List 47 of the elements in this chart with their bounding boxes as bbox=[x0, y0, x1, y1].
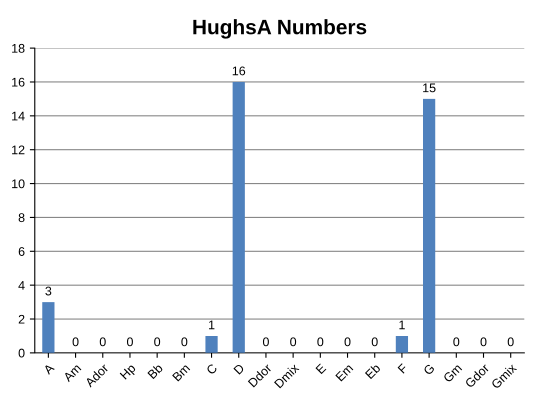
x-tick-label: Bm bbox=[172, 364, 190, 382]
data-label: 0 bbox=[100, 337, 106, 346]
bar bbox=[422, 98, 436, 353]
data-label: 0 bbox=[154, 337, 160, 346]
x-tick-label: Em bbox=[335, 364, 354, 382]
data-label: 0 bbox=[290, 337, 296, 346]
y-tick-label: 14 bbox=[12, 112, 25, 120]
x-tick-label: Hp bbox=[120, 363, 138, 382]
x-tick-label: Bb bbox=[147, 362, 164, 380]
chart-title: HughsA Numbers bbox=[193, 19, 366, 39]
data-label: 0 bbox=[480, 337, 486, 346]
x-tick-label: A bbox=[42, 362, 55, 375]
data-label: 0 bbox=[126, 337, 133, 346]
data-label: 0 bbox=[344, 337, 351, 346]
y-tick-label: 12 bbox=[12, 146, 24, 154]
data-label: 15 bbox=[423, 84, 436, 92]
data-label: 0 bbox=[317, 337, 324, 346]
data-label: 0 bbox=[372, 337, 378, 346]
data-label: 0 bbox=[181, 337, 188, 346]
y-tick-label: 10 bbox=[12, 179, 25, 188]
x-tick-label: Gm bbox=[442, 363, 462, 383]
y-tick-label: 4 bbox=[18, 281, 25, 290]
data-label: 16 bbox=[232, 66, 246, 76]
x-tick-label: C bbox=[206, 363, 218, 376]
data-label: 3 bbox=[45, 286, 52, 296]
x-tick-label: Eb bbox=[364, 362, 381, 380]
y-tick-label: 16 bbox=[12, 78, 25, 87]
bar bbox=[232, 82, 245, 353]
data-label: 0 bbox=[453, 337, 460, 346]
data-label: 0 bbox=[508, 337, 514, 346]
data-label: 0 bbox=[72, 337, 79, 346]
y-tick-label: 8 bbox=[18, 213, 25, 222]
data-label: 0 bbox=[262, 337, 269, 346]
y-tick-label: 6 bbox=[18, 247, 25, 256]
x-tick-label: G bbox=[422, 363, 435, 376]
y-tick-label: 2 bbox=[18, 314, 24, 324]
x-tick-label: E bbox=[315, 363, 326, 374]
bar bbox=[205, 336, 218, 353]
data-label: 1 bbox=[399, 320, 405, 330]
x-tick-label: F bbox=[398, 363, 408, 374]
y-tick-label: 18 bbox=[12, 44, 25, 53]
x-tick-label: D bbox=[233, 363, 245, 375]
y-tick-label: 0 bbox=[18, 348, 25, 358]
data-label: 1 bbox=[209, 320, 214, 330]
bar bbox=[42, 302, 54, 353]
bar bbox=[396, 336, 408, 353]
x-tick-label: Am bbox=[62, 364, 82, 382]
